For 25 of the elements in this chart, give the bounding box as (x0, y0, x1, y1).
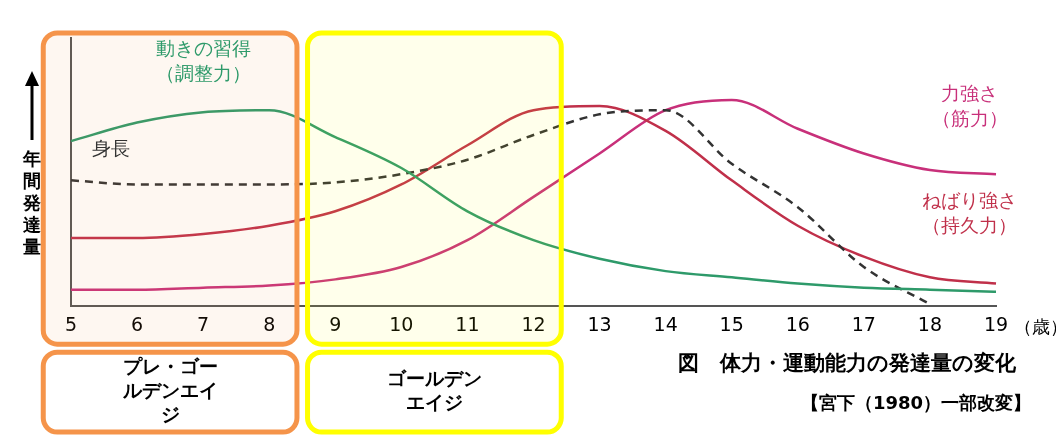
x-tick-label: 5 (64, 312, 78, 335)
x-tick-label: 15 (719, 312, 744, 335)
band-label: プレ・ゴールデンエイジ (121, 355, 218, 426)
text: 【宮下（1980）一部改変】 (800, 391, 1031, 413)
x-tick-label: 10 (389, 312, 414, 335)
y-axis-title: 年間発達量 (22, 147, 41, 257)
x-tick-label: 16 (785, 312, 810, 335)
x-tick-label: 7 (197, 312, 210, 335)
series-label: 動きの習得（調整力） (155, 37, 251, 85)
x-tick-label: 8 (263, 312, 276, 335)
x-tick-label: 12 (521, 312, 546, 335)
x-axis-title: （歳） (1014, 315, 1064, 337)
text: ねばり強さ（持久力） (922, 189, 1018, 237)
text: 図 体力・運動能力の発達量の変化 (678, 350, 1017, 375)
x-tick-label: 6 (131, 312, 144, 335)
x-tick-label: 18 (917, 312, 943, 335)
x-tick-label: 11 (455, 312, 480, 335)
series-label: 身長 (92, 137, 130, 160)
text: 力強さ（筋力） (931, 81, 1008, 129)
x-tick-label: 19 (983, 312, 1009, 335)
x-tick-label: 17 (851, 312, 876, 335)
x-tick-label: 13 (587, 312, 612, 335)
band-label: ゴールデンエイジ (386, 367, 482, 414)
x-tick-label: 9 (329, 312, 342, 335)
x-tick-label: 14 (653, 312, 678, 335)
